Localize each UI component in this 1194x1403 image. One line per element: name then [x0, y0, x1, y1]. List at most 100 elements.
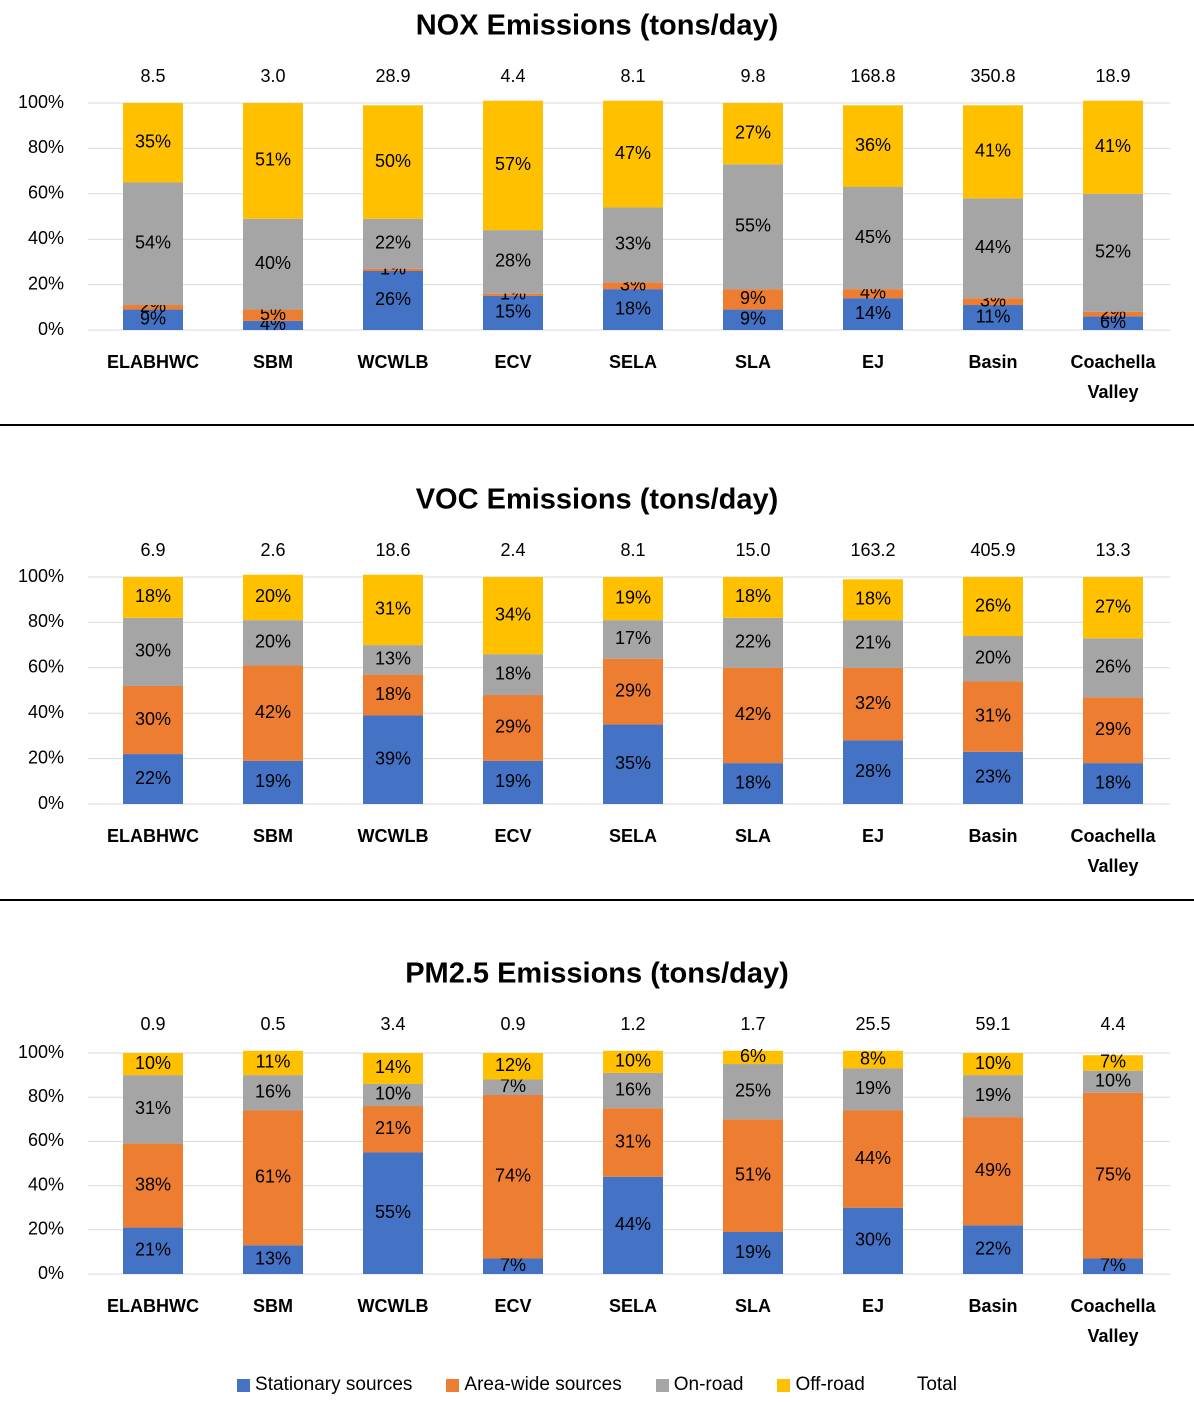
bar-segment — [1083, 1258, 1143, 1274]
bar-segment — [483, 230, 543, 294]
value-label: 19% — [615, 587, 651, 607]
y-tick-label: 100% — [18, 1042, 64, 1062]
y-tick-label: 20% — [28, 273, 64, 293]
bar-segment — [363, 218, 423, 269]
value-label: 44% — [975, 237, 1011, 257]
bar-segment — [843, 1050, 903, 1069]
legend-swatch — [899, 1379, 912, 1392]
y-tick-label: 40% — [28, 702, 64, 722]
bar-segment — [243, 1110, 303, 1246]
total-label: 2.4 — [500, 540, 525, 560]
value-label: 36% — [855, 135, 891, 155]
bar-segment — [603, 1072, 663, 1109]
bar-segment — [1083, 1070, 1143, 1093]
bar-segment — [723, 309, 783, 330]
bar-segment — [1083, 577, 1143, 639]
x-tick-label: SELA — [608, 1296, 657, 1316]
total-label: 3.4 — [380, 1014, 405, 1034]
legend-swatch — [446, 1378, 460, 1392]
bar-segment — [123, 1227, 183, 1274]
value-label: 26% — [975, 595, 1011, 615]
x-tick-label: SBM — [253, 1296, 293, 1316]
x-tick-label: SELA — [608, 352, 657, 372]
chart-title: PM2.5 Emissions (tons/day) — [405, 958, 789, 990]
value-label: 42% — [735, 704, 771, 724]
x-tick-label: WCWLB — [357, 352, 429, 372]
value-label: 40% — [255, 253, 291, 273]
value-label: 7% — [1100, 1255, 1126, 1275]
value-label: 55% — [375, 1202, 411, 1222]
bar-segment — [483, 295, 543, 330]
value-label: 6% — [740, 1046, 766, 1066]
value-label: 18% — [495, 663, 531, 683]
value-label: 9% — [140, 309, 166, 329]
bar-segment — [603, 100, 663, 208]
total-label: 3.0 — [260, 66, 285, 86]
total-label: 0.5 — [260, 1014, 285, 1034]
legend-label: On-road — [673, 1374, 744, 1395]
bar-segment — [123, 309, 183, 330]
bar-segment — [1083, 100, 1143, 194]
x-tick-label: ELABHWC — [107, 1296, 199, 1316]
y-tick-label: 0% — [38, 793, 64, 813]
x-tick-label: ECV — [494, 1296, 532, 1316]
x-tick-label: ECV — [494, 826, 532, 846]
value-label: 9% — [740, 309, 766, 329]
bar-segment — [843, 1110, 903, 1208]
value-label: 18% — [375, 684, 411, 704]
total-label: 1.7 — [740, 1014, 765, 1034]
y-tick-label: 0% — [38, 319, 64, 339]
value-label: 10% — [1095, 1070, 1131, 1090]
total-label: 18.9 — [1095, 66, 1130, 86]
total-label: 8.5 — [140, 66, 165, 86]
bar-segment — [723, 1232, 783, 1274]
y-tick-label: 20% — [28, 1219, 64, 1239]
x-tick-label: EJ — [861, 352, 885, 372]
bar-segment — [603, 282, 663, 290]
bar-segment — [723, 617, 783, 668]
bar-segment — [363, 1083, 423, 1107]
bar-segment — [363, 574, 423, 646]
value-label: 61% — [255, 1167, 291, 1187]
bar-segment — [123, 577, 183, 618]
total-label: 350.8 — [970, 66, 1015, 86]
value-label: 10% — [135, 1053, 171, 1073]
bar-segment — [363, 715, 423, 804]
value-label: 22% — [975, 1238, 1011, 1258]
bar-segment — [603, 658, 663, 725]
value-label: 22% — [135, 768, 171, 788]
value-label: 51% — [735, 1164, 771, 1184]
bar-segment — [243, 620, 303, 666]
bar-segment — [363, 270, 423, 330]
bar-segment — [963, 636, 1023, 682]
total-label: 25.5 — [855, 1014, 890, 1034]
y-tick-label: 80% — [28, 1086, 64, 1106]
bar-segment — [843, 105, 903, 187]
bar-segment — [723, 763, 783, 804]
y-tick-label: 40% — [28, 1174, 64, 1194]
bar-segment — [1083, 638, 1143, 698]
total-label: 6.9 — [140, 540, 165, 560]
legend-item: Area-wide sources — [446, 1374, 622, 1396]
legend-item: On-road — [655, 1374, 744, 1396]
bar-segment — [363, 645, 423, 675]
bar-segment — [123, 1143, 183, 1228]
value-label: 27% — [1095, 596, 1131, 616]
total-label: 4.4 — [1100, 1014, 1125, 1034]
value-label: 21% — [375, 1118, 411, 1138]
x-tick-label: Coachella Valley — [1070, 352, 1156, 402]
value-label: 75% — [1095, 1164, 1131, 1184]
value-label: 29% — [495, 717, 531, 737]
value-label: 18% — [735, 772, 771, 792]
x-tick-label: ELABHWC — [107, 352, 199, 372]
total-label: 0.9 — [500, 1014, 525, 1034]
value-label: 18% — [735, 586, 771, 606]
value-label: 19% — [255, 771, 291, 791]
value-label: 18% — [855, 588, 891, 608]
bar-segment — [123, 754, 183, 804]
value-label: 16% — [615, 1079, 651, 1099]
value-label: 13% — [255, 1248, 291, 1268]
bar-segment — [243, 218, 303, 310]
y-tick-label: 20% — [28, 747, 64, 767]
